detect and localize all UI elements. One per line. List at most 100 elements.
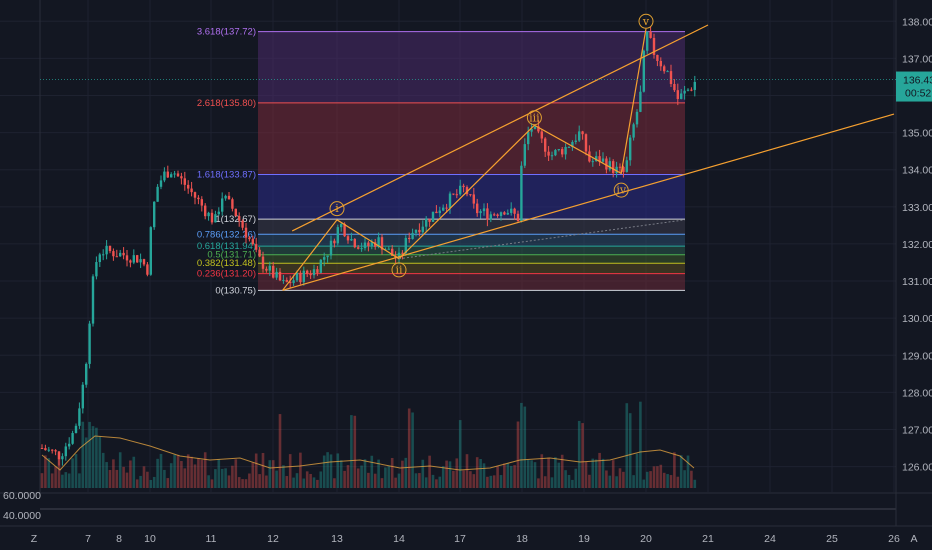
corner-right-label: A bbox=[910, 533, 917, 545]
fib-zone bbox=[258, 263, 685, 274]
candle-body bbox=[108, 245, 112, 252]
volume-bar bbox=[261, 452, 265, 488]
volume-bar bbox=[605, 470, 608, 488]
candle-body bbox=[142, 259, 146, 265]
volume-bar bbox=[316, 479, 319, 488]
candle-body bbox=[115, 256, 118, 258]
volume-bar bbox=[554, 457, 557, 488]
candle-body bbox=[632, 124, 635, 138]
volume-bar bbox=[44, 455, 47, 488]
volume-bar bbox=[537, 478, 540, 488]
volume-bar bbox=[326, 452, 329, 488]
volume-bar bbox=[571, 479, 574, 488]
oscillator-pane: 60.0000 40.0000 bbox=[0, 490, 932, 526]
candle-body bbox=[176, 173, 180, 177]
candle-body bbox=[482, 208, 486, 212]
candle-body bbox=[489, 214, 492, 220]
candle-body bbox=[401, 252, 404, 254]
candle-body bbox=[312, 269, 316, 276]
volume-bar bbox=[649, 471, 652, 488]
volume-bar bbox=[397, 473, 401, 488]
wave-path bbox=[282, 28, 647, 291]
volume-bar bbox=[458, 420, 462, 488]
volume-bar bbox=[533, 462, 537, 488]
candle-body bbox=[690, 89, 693, 91]
candle-body bbox=[244, 227, 248, 238]
volume-bar bbox=[373, 473, 377, 488]
price-tick-label: 135.00 bbox=[902, 128, 932, 140]
fib-zone bbox=[258, 174, 685, 220]
volume-bar bbox=[448, 461, 452, 488]
candle-body bbox=[248, 237, 251, 240]
volume-bar bbox=[285, 476, 289, 488]
candle-body bbox=[374, 242, 377, 247]
candle-body bbox=[190, 188, 193, 193]
candle-body bbox=[642, 50, 645, 92]
candle-body bbox=[91, 276, 95, 324]
candle-body bbox=[88, 323, 91, 364]
volume-bar bbox=[367, 472, 370, 488]
candle-body bbox=[132, 255, 135, 263]
candle-body bbox=[275, 271, 278, 278]
volume-bar bbox=[95, 427, 98, 488]
volume-bar bbox=[635, 453, 639, 488]
time-axis[interactable]: 7 8 10 11 12 13 14 17 18 19 20 21 24 25 26 Z A bbox=[0, 525, 932, 545]
fib-level-label: 3.618(137.72) bbox=[197, 27, 256, 38]
candle-body bbox=[408, 237, 411, 239]
volume-bar bbox=[197, 458, 200, 488]
time-tick-label: 11 bbox=[206, 533, 217, 545]
volume-bar bbox=[659, 464, 663, 488]
volume-bar bbox=[288, 454, 292, 488]
volume-bar bbox=[465, 454, 469, 488]
volume-bar bbox=[98, 436, 102, 488]
candle-body bbox=[299, 272, 302, 283]
volume-bar bbox=[540, 454, 544, 488]
volume-bar bbox=[112, 459, 115, 488]
candle-body bbox=[78, 408, 81, 426]
candle-body bbox=[608, 161, 611, 170]
volume-bar bbox=[295, 473, 299, 488]
time-tick-label: 26 bbox=[888, 533, 900, 545]
candle-body bbox=[241, 220, 244, 228]
fib-extension[interactable]: 0(130.75) 0.236(131.20)0.382(131.48)0.5(1… bbox=[197, 27, 685, 297]
volume-bar bbox=[475, 457, 479, 488]
candle-body bbox=[207, 212, 210, 217]
volume-bar bbox=[683, 470, 686, 488]
candle-body bbox=[54, 450, 57, 452]
countdown-value: 00:52 bbox=[905, 88, 931, 100]
candle-body bbox=[431, 211, 435, 222]
candle-body bbox=[129, 260, 132, 263]
volume-bar bbox=[78, 473, 81, 488]
fib-level-label: 0.618(131.94) bbox=[197, 241, 256, 252]
candle-body bbox=[557, 149, 560, 151]
volume-bar bbox=[669, 475, 673, 488]
fib-zone bbox=[258, 102, 685, 175]
wave-label-i: i bbox=[335, 202, 339, 215]
price-axis[interactable]: 126.00 127.00 128.00 129.00 130.00 131.00 132.… bbox=[40, 0, 932, 526]
fib-zone bbox=[258, 246, 685, 255]
fib-level-label: 0.786(132.26) bbox=[197, 229, 256, 240]
volume-bar bbox=[363, 459, 367, 488]
candle-body bbox=[180, 176, 183, 179]
volume-bar bbox=[441, 466, 445, 488]
volume-bar bbox=[407, 408, 411, 488]
candle-body bbox=[238, 216, 241, 221]
candle-body bbox=[227, 195, 231, 200]
volume-bar bbox=[526, 459, 530, 488]
candle-body bbox=[574, 140, 577, 142]
candle-body bbox=[40, 448, 44, 450]
candle-body bbox=[367, 242, 370, 247]
volume-bar bbox=[183, 468, 187, 488]
volume-bar bbox=[557, 462, 561, 488]
candle-body bbox=[561, 149, 564, 155]
candle-body bbox=[360, 248, 363, 250]
candle-body bbox=[163, 171, 166, 181]
candle-body bbox=[625, 160, 628, 172]
volume-bar bbox=[594, 459, 598, 488]
volume-bar bbox=[193, 464, 197, 488]
volume-bar bbox=[125, 472, 129, 488]
volume-bar bbox=[203, 452, 207, 488]
volume-bar bbox=[401, 460, 404, 488]
